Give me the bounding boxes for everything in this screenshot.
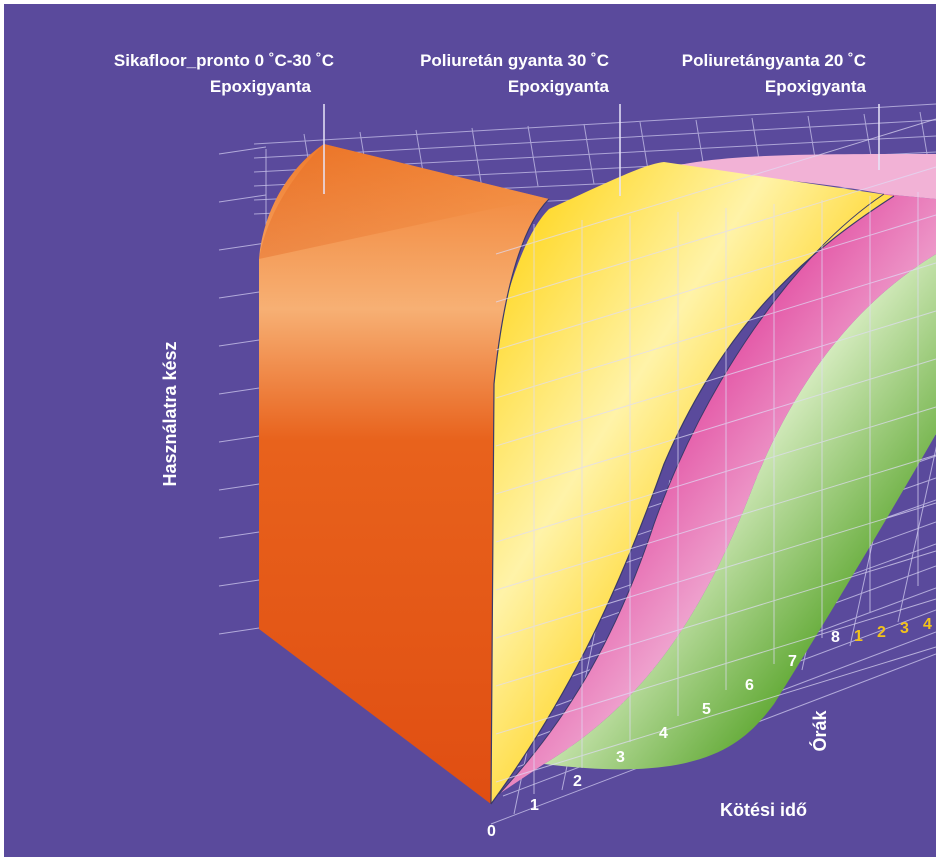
front-grid-line	[495, 262, 936, 399]
hour-tick-label: 0	[487, 823, 496, 840]
hour-tick-label: 1	[530, 797, 539, 814]
front-grid-line	[495, 646, 936, 783]
series-green-surface	[544, 254, 936, 770]
back-grid-line	[583, 123, 595, 185]
hour-tick-label: 2	[573, 773, 582, 790]
hour-tick-label: 5	[702, 701, 711, 718]
hour-tick-labels: 0 1 2 3 4 5 6 7 8	[487, 629, 840, 840]
x-axis-label: Kötési idő	[720, 800, 807, 820]
day-tick-label: 1	[854, 628, 863, 645]
left-grid-line	[218, 242, 267, 251]
series-label-yellow-line1: Poliuretán gyanta 30 ˚C	[420, 51, 609, 70]
front-grid-line	[495, 358, 936, 495]
left-grid-line	[218, 626, 267, 635]
front-grid-line	[495, 310, 936, 447]
series-pink-curve-edge	[498, 193, 885, 795]
floor-grid-line	[897, 446, 936, 623]
left-grid-line	[218, 578, 267, 587]
left-grid-line	[218, 194, 267, 203]
front-grid-line	[495, 406, 936, 543]
front-grid-line	[495, 214, 936, 351]
front-grid-line	[495, 166, 936, 303]
hour-tick-label: 8	[831, 629, 840, 646]
series-label-orange-line2: Epoxigyanta	[210, 77, 312, 96]
hour-tick-label: 6	[745, 677, 754, 694]
series-orange-edge	[490, 198, 550, 805]
chart-3d-area: Sikafloor_pronto 0 ˚C-30 ˚C Epoxigyanta …	[114, 51, 936, 840]
front-grid	[495, 118, 936, 794]
left-grid-line	[218, 290, 267, 299]
left-grid-line	[218, 482, 267, 491]
hour-tick-label: 4	[659, 725, 668, 742]
day-tick-label: 4	[923, 616, 932, 633]
hour-tick-label: 3	[616, 749, 625, 766]
left-wall-grid	[218, 146, 267, 635]
front-grid-line	[495, 598, 936, 735]
left-grid-line	[218, 338, 267, 347]
day-tick-label: 3	[900, 620, 909, 637]
day-tick-label: 2	[877, 624, 886, 641]
back-grid-line	[471, 127, 483, 189]
front-grid-line	[495, 118, 936, 255]
left-grid-line	[218, 386, 267, 395]
series-orange-surface	[259, 144, 549, 804]
series-label-orange-line1: Sikafloor_pronto 0 ˚C-30 ˚C	[114, 51, 334, 70]
series-orange-top	[259, 144, 549, 259]
back-grid-line	[253, 103, 936, 145]
chart-panel: Sikafloor_pronto 0 ˚C-30 ˚C Epoxigyanta …	[4, 4, 936, 857]
series-pink-top	[644, 154, 936, 199]
front-grid-line	[495, 454, 936, 591]
front-grid-line	[495, 502, 936, 639]
hour-tick-label: 7	[788, 653, 797, 670]
back-grid-line	[527, 125, 539, 187]
series-yellow-surface	[491, 162, 894, 804]
left-grid-line	[218, 530, 267, 539]
left-grid-line	[218, 434, 267, 443]
series-label-pink-line2: Epoxigyanta	[765, 77, 867, 96]
left-grid-line	[218, 146, 267, 155]
y-axis-label: Használatra kész	[160, 341, 180, 486]
back-grid-line	[253, 119, 936, 159]
series-label-yellow-line2: Epoxigyanta	[508, 77, 610, 96]
x-unit-label: Órák	[809, 709, 830, 751]
series-label-pink-line1: Poliuretángyanta 20 ˚C	[682, 51, 866, 70]
front-grid-line	[495, 550, 936, 687]
